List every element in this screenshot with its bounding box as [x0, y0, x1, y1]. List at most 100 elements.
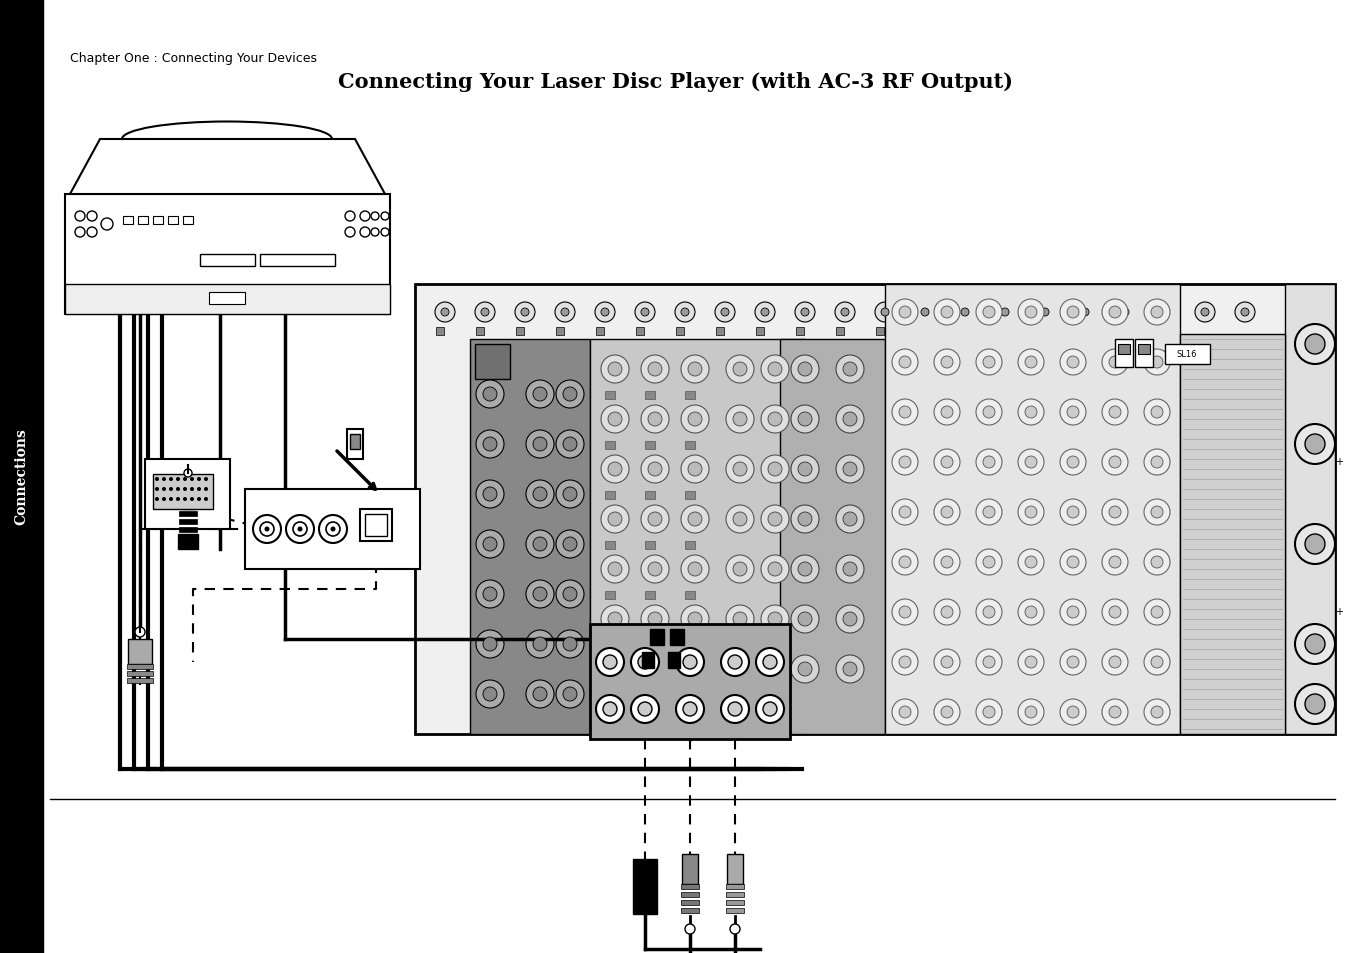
Bar	[365, 515, 386, 537]
Circle shape	[648, 562, 662, 577]
Bar	[178, 527, 197, 533]
Circle shape	[688, 513, 703, 526]
Circle shape	[761, 456, 789, 483]
Circle shape	[763, 656, 777, 669]
Bar	[667, 652, 680, 668]
Circle shape	[898, 356, 911, 369]
Bar	[1138, 345, 1150, 355]
Circle shape	[155, 477, 159, 481]
Bar	[644, 392, 655, 399]
Bar	[209, 293, 245, 305]
Circle shape	[898, 557, 911, 568]
Circle shape	[898, 706, 911, 719]
Circle shape	[790, 656, 819, 683]
Circle shape	[1061, 649, 1086, 676]
Circle shape	[688, 613, 703, 626]
Circle shape	[734, 462, 747, 476]
Circle shape	[681, 556, 709, 583]
Circle shape	[476, 580, 504, 608]
Circle shape	[915, 303, 935, 323]
Circle shape	[836, 355, 865, 384]
Bar	[359, 510, 392, 541]
Circle shape	[681, 406, 709, 434]
Circle shape	[843, 363, 857, 376]
Circle shape	[767, 562, 782, 577]
Circle shape	[1025, 706, 1038, 719]
Circle shape	[1109, 456, 1121, 469]
Text: Connections: Connections	[14, 428, 28, 525]
Circle shape	[892, 450, 917, 476]
Bar	[1119, 345, 1129, 355]
Bar	[836, 328, 844, 335]
Circle shape	[521, 309, 530, 316]
Circle shape	[204, 497, 208, 501]
Circle shape	[1042, 309, 1048, 316]
Bar	[996, 328, 1004, 335]
Circle shape	[601, 406, 630, 434]
Circle shape	[601, 309, 609, 316]
Bar	[350, 435, 359, 450]
Bar	[1165, 345, 1210, 365]
Circle shape	[484, 587, 497, 601]
Circle shape	[534, 488, 547, 501]
Bar	[605, 441, 615, 450]
Circle shape	[761, 556, 789, 583]
Circle shape	[1019, 499, 1044, 525]
Circle shape	[608, 562, 621, 577]
Bar	[127, 671, 153, 677]
Circle shape	[557, 480, 584, 509]
Circle shape	[182, 497, 186, 501]
Circle shape	[1067, 456, 1079, 469]
Circle shape	[635, 303, 655, 323]
Circle shape	[594, 303, 615, 323]
Circle shape	[484, 638, 497, 651]
Circle shape	[798, 363, 812, 376]
Circle shape	[934, 399, 961, 426]
Circle shape	[688, 413, 703, 427]
Circle shape	[684, 702, 697, 717]
Circle shape	[1001, 309, 1009, 316]
Circle shape	[975, 299, 1002, 326]
Circle shape	[563, 638, 577, 651]
Circle shape	[526, 380, 554, 409]
Circle shape	[898, 307, 911, 318]
Circle shape	[934, 299, 961, 326]
Circle shape	[1102, 499, 1128, 525]
Circle shape	[730, 924, 740, 934]
Circle shape	[984, 557, 994, 568]
Circle shape	[596, 648, 624, 677]
Circle shape	[608, 613, 621, 626]
Circle shape	[1109, 657, 1121, 668]
Circle shape	[763, 702, 777, 717]
Circle shape	[721, 696, 748, 723]
Bar	[470, 339, 590, 734]
Circle shape	[1067, 706, 1079, 719]
Circle shape	[1061, 550, 1086, 576]
Circle shape	[182, 477, 186, 481]
Circle shape	[526, 680, 554, 708]
Circle shape	[603, 656, 617, 669]
Circle shape	[563, 687, 577, 701]
Bar	[644, 441, 655, 450]
Circle shape	[557, 431, 584, 458]
Bar	[127, 664, 153, 669]
Circle shape	[648, 613, 662, 626]
Circle shape	[1109, 557, 1121, 568]
Circle shape	[608, 513, 621, 526]
Circle shape	[898, 456, 911, 469]
Bar	[885, 285, 1179, 734]
Circle shape	[481, 309, 489, 316]
Circle shape	[190, 488, 195, 492]
Circle shape	[898, 606, 911, 618]
Circle shape	[515, 303, 535, 323]
Circle shape	[648, 413, 662, 427]
Circle shape	[1305, 435, 1325, 455]
Circle shape	[319, 516, 347, 543]
Circle shape	[934, 649, 961, 676]
Circle shape	[1296, 424, 1335, 464]
Circle shape	[1151, 407, 1163, 418]
Circle shape	[1144, 350, 1170, 375]
Circle shape	[265, 527, 269, 532]
Circle shape	[631, 648, 659, 677]
Circle shape	[563, 537, 577, 552]
